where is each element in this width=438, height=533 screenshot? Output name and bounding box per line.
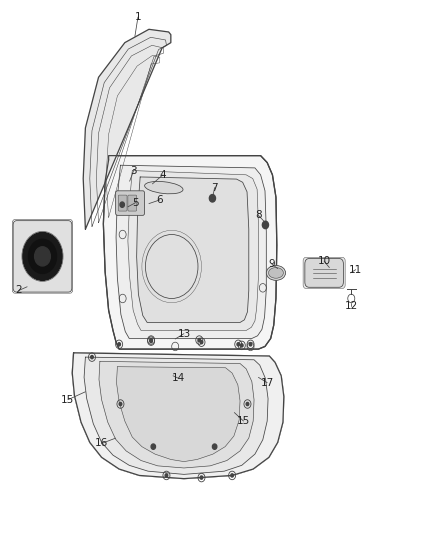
Circle shape xyxy=(23,232,62,280)
FancyBboxPatch shape xyxy=(116,191,145,215)
Polygon shape xyxy=(84,357,268,474)
Text: 13: 13 xyxy=(177,329,191,338)
Polygon shape xyxy=(103,156,277,349)
Circle shape xyxy=(28,239,57,273)
Text: 3: 3 xyxy=(130,166,137,175)
FancyBboxPatch shape xyxy=(118,195,127,211)
Circle shape xyxy=(249,343,252,346)
FancyBboxPatch shape xyxy=(13,221,72,292)
Text: 4: 4 xyxy=(159,170,166,180)
Circle shape xyxy=(200,476,203,479)
Circle shape xyxy=(246,402,249,406)
Ellipse shape xyxy=(145,181,183,194)
Circle shape xyxy=(165,474,168,477)
Text: 15: 15 xyxy=(237,416,250,426)
Circle shape xyxy=(231,474,233,477)
Text: 9: 9 xyxy=(268,259,275,269)
Text: 15: 15 xyxy=(61,395,74,405)
Circle shape xyxy=(240,344,243,347)
Polygon shape xyxy=(99,361,254,468)
Text: 6: 6 xyxy=(156,195,163,205)
Polygon shape xyxy=(72,353,284,479)
Polygon shape xyxy=(117,367,240,462)
Polygon shape xyxy=(72,353,284,479)
Circle shape xyxy=(150,340,152,343)
Polygon shape xyxy=(128,171,258,330)
Circle shape xyxy=(120,202,124,207)
Ellipse shape xyxy=(268,268,283,278)
Text: 7: 7 xyxy=(211,183,218,192)
Text: 1: 1 xyxy=(134,12,141,22)
Circle shape xyxy=(237,343,240,346)
Circle shape xyxy=(198,338,201,342)
Polygon shape xyxy=(137,177,249,322)
Text: 5: 5 xyxy=(132,198,139,207)
Ellipse shape xyxy=(266,265,286,280)
Circle shape xyxy=(200,341,203,344)
Circle shape xyxy=(150,338,152,342)
Circle shape xyxy=(118,343,120,346)
Circle shape xyxy=(212,444,217,449)
FancyBboxPatch shape xyxy=(303,257,345,288)
FancyBboxPatch shape xyxy=(305,259,343,287)
Circle shape xyxy=(209,195,215,202)
Text: 11: 11 xyxy=(349,265,362,274)
Text: 14: 14 xyxy=(172,374,185,383)
Circle shape xyxy=(151,444,155,449)
Circle shape xyxy=(119,402,122,406)
Text: 2: 2 xyxy=(15,286,22,295)
Text: 16: 16 xyxy=(95,439,108,448)
Text: 10: 10 xyxy=(318,256,331,266)
Polygon shape xyxy=(83,29,171,229)
Text: 8: 8 xyxy=(255,211,262,220)
Circle shape xyxy=(262,221,268,229)
FancyBboxPatch shape xyxy=(128,195,137,211)
Circle shape xyxy=(35,247,50,266)
Text: 17: 17 xyxy=(261,378,274,387)
Polygon shape xyxy=(116,165,266,338)
Text: 12: 12 xyxy=(345,302,358,311)
Circle shape xyxy=(91,356,93,359)
